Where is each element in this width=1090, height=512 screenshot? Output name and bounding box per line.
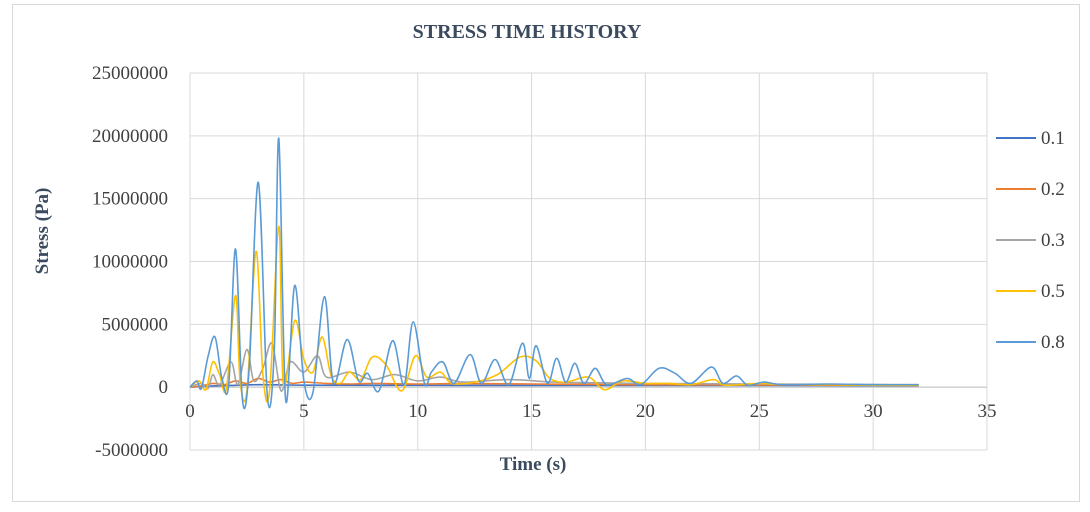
x-tick-label: 25	[750, 401, 769, 422]
legend-label: 0.1	[1041, 128, 1065, 149]
y-tick-label: 25000000	[92, 63, 168, 84]
y-tick-label: 10000000	[92, 252, 168, 273]
gridlines	[189, 72, 988, 451]
x-tick-label: 5	[299, 401, 309, 422]
legend-label: 0.3	[1041, 230, 1065, 251]
legend-label: 0.2	[1041, 179, 1065, 200]
x-axis-ticks: 0 5 10 15 20 25 30 35	[185, 401, 996, 422]
chart-title: STRESS TIME HISTORY	[413, 21, 642, 43]
y-tick-label: 0	[159, 377, 169, 398]
y-tick-label: 15000000	[92, 189, 168, 210]
x-tick-label: 20	[636, 401, 655, 422]
series-line-0.5	[189, 225, 919, 403]
legend-label: 0.5	[1041, 281, 1065, 302]
x-tick-label: 30	[864, 401, 883, 422]
series-lines	[189, 137, 919, 410]
series-line-0.8	[189, 137, 919, 410]
y-tick-label: 5000000	[102, 314, 169, 335]
x-tick-label: 0	[185, 401, 195, 422]
x-axis-title: Time (s)	[500, 454, 567, 475]
y-axis-ticks: -5000000 0 5000000 10000000 15000000 20000000…	[92, 63, 168, 461]
x-tick-label: 35	[978, 401, 997, 422]
legend: 0.1 0.2 0.3 0.5 0.8	[996, 128, 1065, 353]
legend-label: 0.8	[1041, 332, 1065, 353]
x-tick-label: 10	[408, 401, 427, 422]
y-axis-title: Stress (Pa)	[32, 188, 53, 275]
y-tick-label: -5000000	[95, 440, 168, 461]
y-tick-label: 20000000	[92, 126, 168, 147]
x-tick-label: 15	[522, 401, 541, 422]
